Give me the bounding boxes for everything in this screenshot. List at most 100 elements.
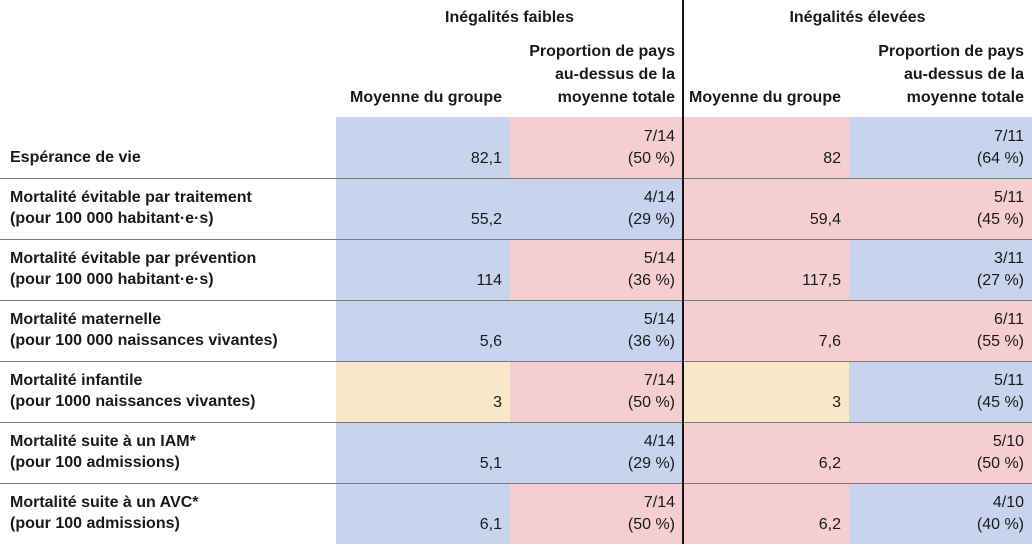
high-mean-cell: 6,2: [683, 423, 849, 483]
percent-value: (45 %): [976, 394, 1024, 411]
table-row: Mortalité suite à un AVC* (pour 100 admi…: [0, 483, 1032, 544]
mean-value: 117,5: [802, 272, 841, 289]
high-mean-cell: 3: [683, 362, 849, 422]
mean-value: 59,4: [809, 211, 841, 228]
percent-value: (36 %): [627, 272, 675, 289]
mean-value: 5,6: [479, 333, 502, 350]
percent-value: (50 %): [976, 455, 1024, 472]
fraction-value: 7/14: [643, 128, 675, 145]
low-proportion-cell: 5/14 (36 %): [510, 301, 683, 361]
high-mean-cell: 59,4: [683, 179, 849, 239]
group-divider-line: [682, 0, 684, 544]
table-row: Mortalité suite à un IAM* (pour 100 admi…: [0, 422, 1032, 483]
col-header-proportion-high: Proportion de pays au-dessus de la moyen…: [849, 40, 1032, 117]
percent-value: (50 %): [627, 394, 675, 411]
high-proportion-cell: 4/10 (40 %): [849, 484, 1032, 544]
high-mean-cell: 82: [683, 117, 849, 178]
col-header-line: moyenne totale: [906, 89, 1024, 106]
percent-value: (36 %): [627, 333, 675, 350]
mean-value: 3: [832, 394, 841, 411]
high-proportion-cell: 5/11 (45 %): [849, 362, 1032, 422]
fraction-value: 5/14: [643, 250, 675, 267]
row-indicator-label: Mortalité évitable par traitement (pour …: [0, 179, 336, 239]
high-mean-cell: 117,5: [683, 240, 849, 300]
row-indicator-label: Mortalité maternelle (pour 100 000 naiss…: [0, 301, 336, 361]
mean-value: 5,1: [479, 455, 502, 472]
percent-value: (29 %): [627, 211, 675, 228]
indicator-name: Espérance de vie: [10, 149, 141, 166]
percent-value: (27 %): [976, 272, 1024, 289]
indicator-unit: (pour 100 000 habitant·e·s): [10, 271, 214, 288]
group-header-low-inequality: Inégalités faibles: [445, 9, 574, 26]
row-indicator-label: Mortalité évitable par prévention (pour …: [0, 240, 336, 300]
table-header-groups: Inégalités faibles Inégalités élevées: [0, 0, 1032, 34]
indicator-name: Mortalité évitable par traitement: [10, 189, 252, 206]
low-proportion-cell: 7/14 (50 %): [510, 117, 683, 178]
row-indicator-label: Espérance de vie: [0, 117, 336, 178]
table-row: Espérance de vie 82,1 7/14 (50 %) 82 7/1…: [0, 117, 1032, 178]
fraction-value: 7/11: [994, 128, 1024, 145]
indicator-unit: (pour 1000 naissances vivantes): [10, 393, 256, 410]
fraction-value: 4/10: [992, 494, 1024, 511]
col-header-line: Proportion de pays: [529, 43, 675, 60]
mean-value: 82: [823, 150, 841, 167]
indicator-name: Mortalité suite à un IAM*: [10, 433, 196, 450]
col-header-line: au-dessus de la: [554, 66, 675, 83]
mean-value: 3: [493, 394, 502, 411]
low-proportion-cell: 5/14 (36 %): [510, 240, 683, 300]
high-proportion-cell: 7/11 (64 %): [849, 117, 1032, 178]
mean-value: 82,1: [470, 150, 502, 167]
indicator-unit: (pour 100 admissions): [10, 454, 180, 471]
fraction-value: 7/14: [643, 372, 675, 389]
percent-value: (55 %): [976, 333, 1024, 350]
high-proportion-cell: 3/11 (27 %): [849, 240, 1032, 300]
table-header-columns: Moyenne du groupe Proportion de pays au-…: [0, 34, 1032, 117]
high-proportion-cell: 5/10 (50 %): [849, 423, 1032, 483]
low-proportion-cell: 7/14 (50 %): [510, 362, 683, 422]
fraction-value: 4/14: [643, 189, 675, 206]
mean-value: 114: [476, 272, 502, 289]
col-header-line: moyenne totale: [557, 89, 675, 106]
low-proportion-cell: 4/14 (29 %): [510, 423, 683, 483]
fraction-value: 5/10: [992, 433, 1024, 450]
indicator-name: Mortalité évitable par prévention: [10, 250, 257, 267]
fraction-value: 5/11: [994, 189, 1024, 206]
mean-value: 6,2: [818, 516, 841, 533]
fraction-value: 4/14: [643, 433, 675, 450]
col-header-line: au-dessus de la: [903, 66, 1024, 83]
row-indicator-label: Mortalité suite à un IAM* (pour 100 admi…: [0, 423, 336, 483]
indicator-unit: (pour 100 000 naissances vivantes): [10, 332, 278, 349]
col-header-proportion-low: Proportion de pays au-dessus de la moyen…: [510, 40, 683, 117]
indicator-name: Mortalité maternelle: [10, 311, 162, 328]
fraction-value: 5/14: [643, 311, 675, 328]
mean-value: 6,2: [818, 455, 841, 472]
group-header-high-inequality: Inégalités élevées: [789, 9, 926, 26]
row-indicator-label: Mortalité suite à un AVC* (pour 100 admi…: [0, 484, 336, 544]
low-mean-cell: 6,1: [336, 484, 510, 544]
low-proportion-cell: 7/14 (50 %): [510, 484, 683, 544]
low-mean-cell: 5,1: [336, 423, 510, 483]
indicator-name: Mortalité suite à un AVC*: [10, 494, 199, 511]
low-mean-cell: 82,1: [336, 117, 510, 178]
high-proportion-cell: 6/11 (55 %): [849, 301, 1032, 361]
percent-value: (50 %): [627, 516, 675, 533]
low-mean-cell: 55,2: [336, 179, 510, 239]
indicator-name: Mortalité infantile: [10, 372, 143, 389]
mean-value: 55,2: [470, 211, 502, 228]
indicator-unit: (pour 100 admissions): [10, 515, 180, 532]
table-row: Mortalité évitable par prévention (pour …: [0, 239, 1032, 300]
row-indicator-label: Mortalité infantile (pour 1000 naissance…: [0, 362, 336, 422]
mean-value: 6,1: [479, 516, 502, 533]
table-row: Mortalité évitable par traitement (pour …: [0, 178, 1032, 239]
percent-value: (50 %): [627, 150, 675, 167]
high-mean-cell: 7,6: [683, 301, 849, 361]
fraction-value: 6/11: [994, 311, 1024, 328]
col-header-mean-low: Moyenne du groupe: [350, 89, 502, 106]
indicator-unit: (pour 100 000 habitant·e·s): [10, 210, 214, 227]
mean-value: 7,6: [818, 333, 841, 350]
high-mean-cell: 6,2: [683, 484, 849, 544]
col-header-line: Proportion de pays: [878, 43, 1024, 60]
table-row: Mortalité infantile (pour 1000 naissance…: [0, 361, 1032, 422]
low-mean-cell: 5,6: [336, 301, 510, 361]
